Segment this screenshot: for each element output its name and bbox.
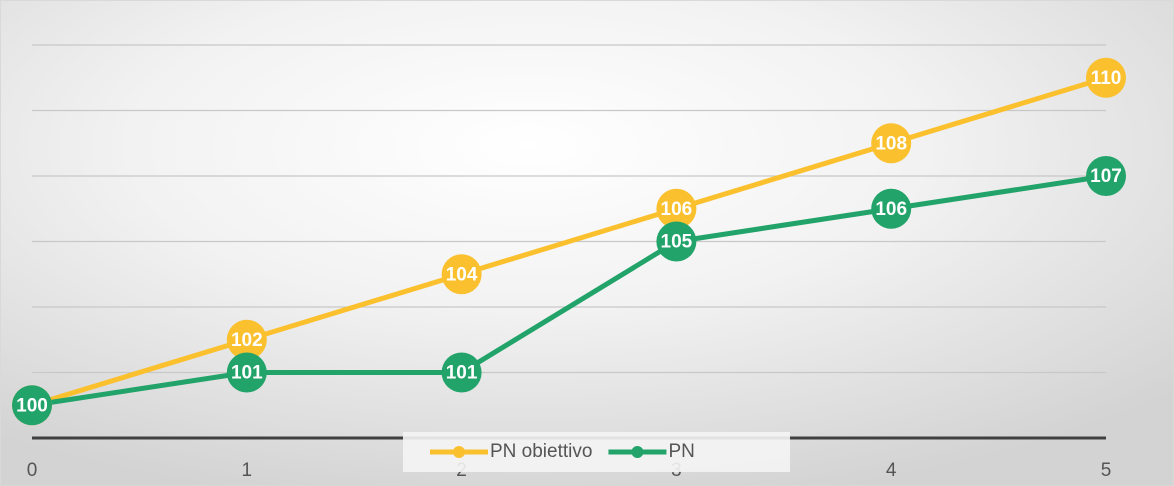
data-label: 101 [231,363,263,384]
x-tick-label: 5 [1101,460,1112,481]
data-point [871,123,912,164]
data-point [12,385,52,426]
series-line [31,173,1107,408]
data-point [441,352,482,393]
data-point [441,254,482,295]
x-tick-label: 1 [242,460,253,481]
data-point [226,352,267,393]
data-point [871,188,912,229]
data-point [1086,57,1126,98]
data-point [1086,156,1126,196]
data-point [656,188,697,229]
legend-marker [631,446,644,458]
data-label: 104 [446,264,478,285]
x-tick-label: 4 [886,460,897,481]
data-label: 110 [1091,68,1122,89]
data-label: 107 [1090,166,1122,187]
data-label: 106 [661,199,693,220]
data-label: 108 [875,133,907,154]
data-label: 101 [446,363,478,384]
data-point [656,221,697,262]
data-label: 105 [661,232,693,253]
legend-marker [453,446,465,458]
data-point [226,319,267,360]
data-label: 106 [875,199,907,220]
data-label: 100 [16,395,48,416]
legend-label: PN [668,441,694,462]
series-line [31,75,1107,408]
legend-label: PN obiettivo [490,441,592,462]
data-label: 102 [231,330,263,351]
x-tick-label: 0 [27,460,38,481]
